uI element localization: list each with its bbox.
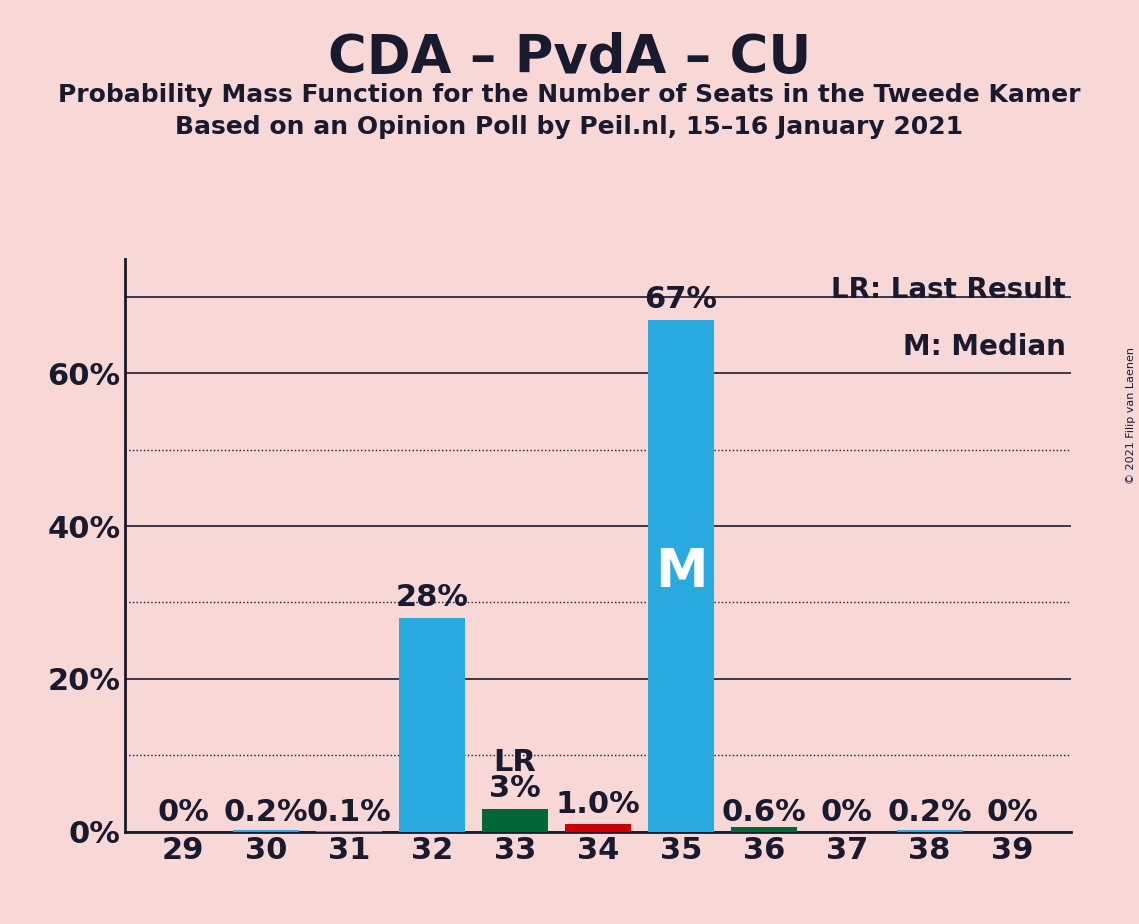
Bar bbox=[565, 824, 631, 832]
Text: 0.2%: 0.2% bbox=[887, 798, 972, 827]
Text: 1.0%: 1.0% bbox=[556, 790, 640, 819]
Text: 0%: 0% bbox=[157, 798, 210, 827]
Bar bbox=[482, 808, 548, 832]
Bar bbox=[648, 320, 714, 832]
Text: Probability Mass Function for the Number of Seats in the Tweede Kamer: Probability Mass Function for the Number… bbox=[58, 83, 1081, 107]
Bar bbox=[482, 808, 548, 832]
Text: LR: LR bbox=[493, 748, 536, 776]
Text: Based on an Opinion Poll by Peil.nl, 15–16 January 2021: Based on an Opinion Poll by Peil.nl, 15–… bbox=[175, 115, 964, 139]
Text: 28%: 28% bbox=[395, 583, 468, 613]
Bar bbox=[565, 824, 631, 832]
Text: 3%: 3% bbox=[489, 774, 541, 803]
Bar bbox=[730, 827, 797, 832]
Bar bbox=[399, 618, 466, 832]
Bar bbox=[896, 830, 962, 832]
Bar bbox=[233, 830, 300, 832]
Bar bbox=[730, 827, 797, 832]
Text: M: M bbox=[655, 546, 707, 598]
Text: M: Median: M: Median bbox=[903, 334, 1066, 361]
Text: 0.2%: 0.2% bbox=[224, 798, 309, 827]
Text: 0.1%: 0.1% bbox=[306, 798, 392, 827]
Text: 0%: 0% bbox=[986, 798, 1039, 827]
Text: 67%: 67% bbox=[645, 286, 718, 314]
Text: 0.6%: 0.6% bbox=[721, 798, 806, 827]
Text: CDA – PvdA – CU: CDA – PvdA – CU bbox=[328, 32, 811, 84]
Text: 0%: 0% bbox=[821, 798, 872, 827]
Text: © 2021 Filip van Laenen: © 2021 Filip van Laenen bbox=[1126, 347, 1136, 484]
Text: LR: Last Result: LR: Last Result bbox=[831, 276, 1066, 304]
